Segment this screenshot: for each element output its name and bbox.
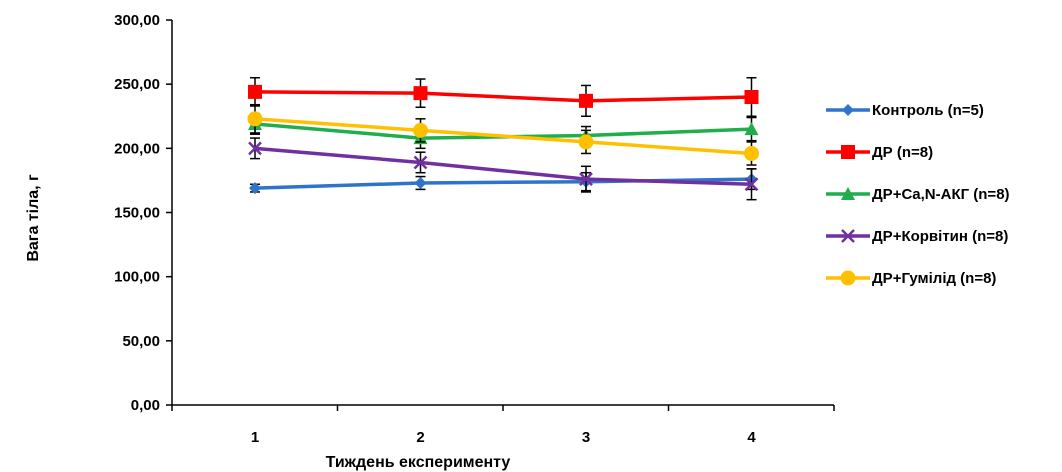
legend-item: ДР (n=8) [826,144,933,161]
data-point [744,90,759,104]
data-point [413,122,428,138]
legend-item: ДР+Ca,N-АКГ (n=8) [826,186,1010,203]
legend-marker [841,187,855,200]
x-tick-label: 1 [251,429,259,446]
series-layer [247,77,759,201]
legend-label: Контроль (n=5) [872,102,984,119]
legend-item: Контроль (n=5) [826,102,984,119]
data-point [579,93,593,108]
data-point [413,155,428,170]
legend: Контроль (n=5) ДР (n=8) ДР+Ca,N-АКГ (n=8) Д… [826,102,1010,287]
legend-label: ДР+Гумілід (n=8) [872,270,996,287]
series-line [254,90,752,103]
legend-label: ДР+Корвітин (n=8) [872,228,1008,245]
data-point [744,177,759,192]
data-point [579,172,593,187]
data-point [414,176,427,189]
axes: 0,0050,00100,00150,00200,00250,00300,00 … [114,12,835,446]
series-2 [248,77,759,117]
y-axis-title: Вага тіла, г [25,174,42,262]
y-tick-label: 200,00 [114,140,160,157]
x-axis-title: Тиждень експерименту [326,454,511,471]
y-tick-label: 0,00 [131,397,160,414]
series-4 [248,137,759,201]
data-point [744,145,759,161]
legend-marker [842,104,854,116]
legend-label: ДР+Ca,N-АКГ (n=8) [872,186,1010,203]
y-tick-label: 100,00 [114,269,160,286]
x-tick-label: 4 [747,429,756,446]
x-tick-label: 3 [582,429,590,446]
y-tick-label: 50,00 [122,333,160,350]
data-point [249,182,261,195]
data-point [248,141,262,156]
legend-item: ДР+Корвітин (n=8) [826,228,1008,245]
x-ticks: 1 2 3 4 [171,405,835,446]
legend-marker [841,229,855,243]
y-tick-label: 250,00 [114,76,160,93]
data-point [578,134,594,150]
data-point [744,122,759,136]
series-line [254,146,752,187]
y-ticks: 0,00 50,00 100,00 150,00 200,00 250,00 300,00 [114,12,172,414]
data-point [247,111,263,127]
legend-label: ДР (n=8) [872,144,933,161]
data-point [413,86,428,101]
legend-marker [840,270,856,286]
series-3 [248,112,759,150]
y-tick-label: 300,00 [114,12,160,29]
x-tick-label: 2 [416,429,424,446]
legend-marker [841,145,855,159]
series-5 [247,103,759,166]
series-line [254,117,752,156]
y-tick-label: 150,00 [114,205,160,222]
data-point [248,84,262,99]
legend-item: ДР+Гумілід (n=8) [826,270,996,287]
